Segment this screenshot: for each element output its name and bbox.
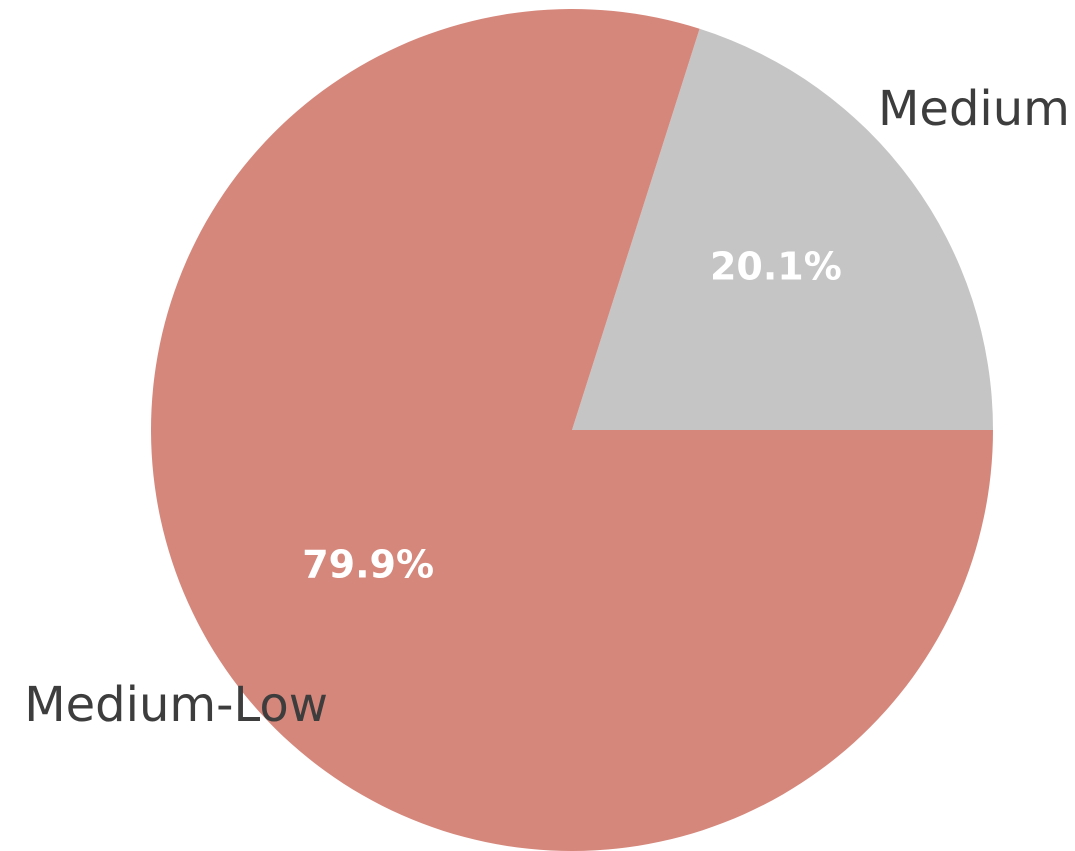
pie-slice (151, 9, 993, 851)
percent-label: 79.9% (302, 543, 434, 587)
percent-label: 20.1% (710, 244, 842, 288)
category-label: Medium (878, 81, 1070, 137)
category-label: Medium-Low (24, 677, 328, 733)
pie-slice (572, 28, 993, 431)
